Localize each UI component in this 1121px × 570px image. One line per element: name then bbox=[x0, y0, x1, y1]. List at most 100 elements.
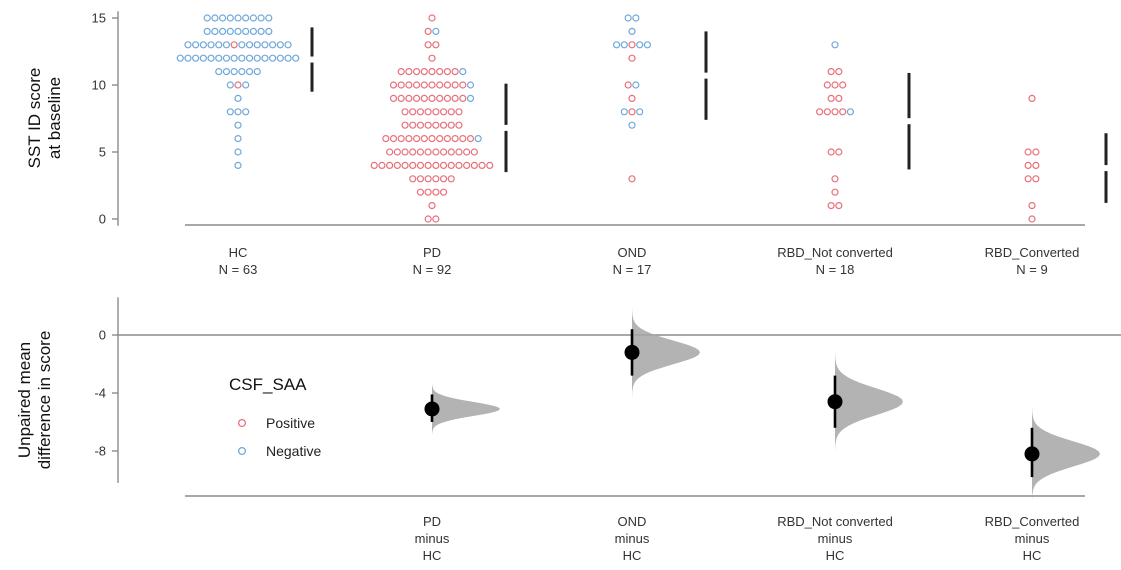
contrast-label-line: minus bbox=[1015, 531, 1050, 546]
swarm-point bbox=[238, 41, 246, 49]
swarm-point bbox=[424, 188, 432, 196]
swarm-point bbox=[184, 54, 192, 62]
swarm-point bbox=[416, 175, 425, 183]
swarm-point bbox=[199, 54, 207, 62]
swarm-point bbox=[827, 202, 835, 210]
swarm-point bbox=[459, 81, 467, 89]
swarm-point bbox=[628, 94, 636, 103]
swarm-point bbox=[397, 67, 405, 76]
swarm-point bbox=[432, 41, 440, 49]
swarm-point bbox=[466, 81, 475, 89]
swarm-point bbox=[230, 54, 238, 62]
swarm-point bbox=[466, 135, 475, 143]
top-y-tick-label: 10 bbox=[92, 78, 106, 93]
swarm-point bbox=[447, 121, 455, 129]
swarm-point bbox=[245, 54, 254, 62]
swarm-point bbox=[253, 41, 261, 49]
swarm-point bbox=[401, 108, 409, 116]
swarm-point bbox=[447, 161, 455, 169]
swarm-point bbox=[455, 121, 463, 129]
swarm-point bbox=[636, 41, 644, 49]
swarm-point bbox=[401, 148, 409, 156]
swarm-point bbox=[823, 81, 831, 89]
swarm-point bbox=[234, 161, 242, 169]
swarm-point bbox=[439, 161, 448, 169]
mean-difference-point bbox=[424, 401, 440, 417]
contrast-label-line: HC bbox=[826, 548, 845, 563]
swarm-point bbox=[835, 148, 843, 156]
swarm-point bbox=[455, 148, 463, 156]
swarm-point bbox=[389, 81, 398, 89]
swarm-point bbox=[424, 121, 432, 129]
swarm-point bbox=[424, 215, 432, 223]
swarm-point bbox=[413, 94, 421, 103]
swarm-point bbox=[428, 202, 436, 210]
swarm-point bbox=[459, 67, 467, 76]
swarm-point bbox=[211, 14, 219, 22]
swarm-point bbox=[234, 27, 242, 35]
bootstrap-distribution bbox=[432, 380, 500, 438]
group-n-label: N = 63 bbox=[219, 262, 258, 277]
swarm-point bbox=[443, 67, 451, 76]
contrast-label-line: PD bbox=[423, 514, 441, 529]
swarm-point bbox=[389, 135, 398, 143]
group-label: OND bbox=[618, 245, 647, 260]
swarm-point bbox=[234, 148, 242, 156]
swarm-point bbox=[397, 94, 405, 103]
swarm-point bbox=[428, 135, 436, 143]
swarm-point bbox=[628, 121, 636, 129]
swarm-point bbox=[405, 94, 413, 103]
swarm-point bbox=[416, 161, 425, 169]
swarm-point bbox=[432, 188, 440, 196]
swarm-point bbox=[269, 54, 277, 62]
swarm-point bbox=[420, 135, 428, 143]
contrast-group: OND minus HC bbox=[615, 304, 700, 563]
swarm-point bbox=[416, 121, 425, 129]
swarm-point bbox=[439, 121, 448, 129]
swarm-point bbox=[455, 108, 463, 116]
swarm-point bbox=[393, 148, 401, 156]
contrast-label-line: minus bbox=[818, 531, 853, 546]
swarm-point bbox=[447, 108, 455, 116]
swarm-point bbox=[253, 54, 261, 62]
swarm-point bbox=[413, 135, 421, 143]
swarm-point bbox=[397, 81, 405, 89]
swarm-point bbox=[420, 81, 428, 89]
swarm-point bbox=[447, 148, 455, 156]
swarm-point bbox=[424, 27, 432, 35]
group-n-label: N = 92 bbox=[413, 262, 452, 277]
legend-label-positive: Positive bbox=[266, 415, 315, 431]
swarm-point bbox=[831, 81, 839, 89]
swarm-point bbox=[439, 108, 448, 116]
swarm-point bbox=[455, 161, 463, 169]
top-y-axis-title-line: at baseline bbox=[45, 77, 64, 159]
swarm-point bbox=[474, 135, 482, 143]
swarm-point bbox=[451, 81, 459, 89]
swarm-point bbox=[632, 81, 640, 89]
swarm-point bbox=[242, 27, 250, 35]
swarm-point bbox=[234, 14, 242, 22]
group-label: PD bbox=[423, 245, 441, 260]
swarm-point bbox=[628, 41, 636, 49]
swarm-panel: 0 5 10 15 SST ID scoreat baseline HC N = 63 PD N… bbox=[25, 11, 1108, 277]
swarm-point bbox=[628, 54, 636, 62]
group-label: HC bbox=[229, 245, 248, 260]
swarm-point bbox=[612, 41, 621, 49]
swarm-point bbox=[409, 175, 417, 183]
swarm-point bbox=[409, 121, 417, 129]
swarm-point bbox=[203, 14, 211, 22]
swarm-point bbox=[439, 188, 448, 196]
bootstrap-distribution bbox=[1032, 403, 1100, 505]
swarm-point bbox=[211, 27, 219, 35]
swarm-point bbox=[815, 108, 824, 116]
swarm-point bbox=[192, 54, 200, 62]
swarm-point bbox=[432, 215, 440, 223]
swarm-point bbox=[401, 161, 409, 169]
swarm-point bbox=[249, 27, 257, 35]
swarm-point bbox=[432, 148, 440, 156]
swarm-point bbox=[439, 175, 448, 183]
group-n-label: N = 9 bbox=[1016, 262, 1047, 277]
swarm-point bbox=[443, 81, 451, 89]
mean-difference-point bbox=[1024, 446, 1040, 462]
swarm-point bbox=[1024, 175, 1032, 183]
